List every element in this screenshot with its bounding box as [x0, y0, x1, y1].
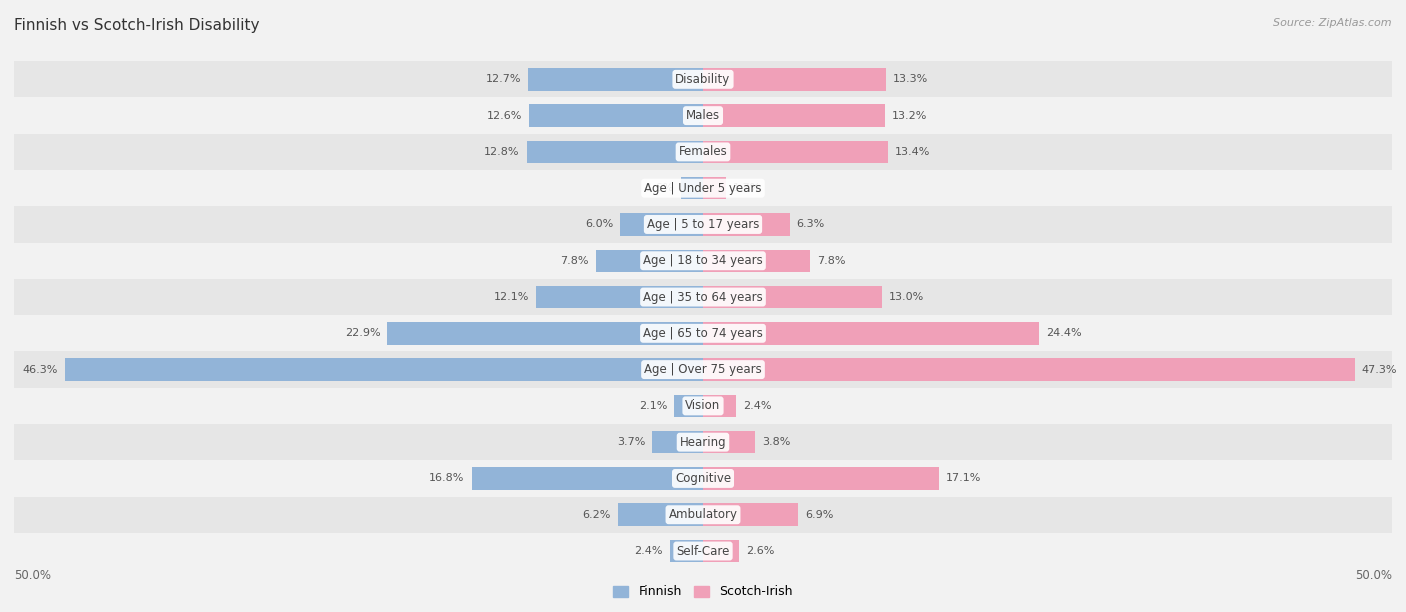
- Text: 17.1%: 17.1%: [945, 474, 981, 483]
- Bar: [596, 250, 703, 272]
- Text: 7.8%: 7.8%: [560, 256, 589, 266]
- Bar: [703, 359, 1355, 381]
- Text: Cognitive: Cognitive: [675, 472, 731, 485]
- Text: Age | 35 to 64 years: Age | 35 to 64 years: [643, 291, 763, 304]
- Text: 13.0%: 13.0%: [889, 292, 924, 302]
- Text: 3.8%: 3.8%: [762, 437, 790, 447]
- Text: 6.3%: 6.3%: [797, 220, 825, 230]
- Text: 7.8%: 7.8%: [817, 256, 846, 266]
- Bar: [703, 141, 887, 163]
- Bar: [471, 467, 703, 490]
- Text: 46.3%: 46.3%: [22, 365, 58, 375]
- Text: 6.2%: 6.2%: [582, 510, 610, 520]
- Bar: [529, 68, 703, 91]
- Bar: [681, 177, 703, 200]
- Bar: [14, 242, 1392, 279]
- Bar: [14, 533, 1392, 569]
- Bar: [14, 279, 1392, 315]
- Bar: [14, 134, 1392, 170]
- Bar: [14, 315, 1392, 351]
- Text: 3.7%: 3.7%: [617, 437, 645, 447]
- Bar: [536, 286, 703, 308]
- Bar: [669, 540, 703, 562]
- Legend: Finnish, Scotch-Irish: Finnish, Scotch-Irish: [613, 586, 793, 599]
- Bar: [703, 504, 799, 526]
- Bar: [620, 213, 703, 236]
- Text: Males: Males: [686, 109, 720, 122]
- Text: 50.0%: 50.0%: [14, 569, 51, 582]
- Bar: [703, 250, 810, 272]
- Text: Vision: Vision: [685, 400, 721, 412]
- Bar: [703, 213, 790, 236]
- Bar: [703, 431, 755, 453]
- Text: 13.2%: 13.2%: [891, 111, 927, 121]
- Text: 2.1%: 2.1%: [638, 401, 668, 411]
- Text: Self-Care: Self-Care: [676, 545, 730, 558]
- Text: 2.4%: 2.4%: [742, 401, 772, 411]
- Text: Age | 65 to 74 years: Age | 65 to 74 years: [643, 327, 763, 340]
- Text: 12.6%: 12.6%: [486, 111, 523, 121]
- Text: 12.1%: 12.1%: [494, 292, 530, 302]
- Text: 12.7%: 12.7%: [485, 74, 522, 84]
- Bar: [703, 467, 939, 490]
- Text: 24.4%: 24.4%: [1046, 328, 1081, 338]
- Text: Age | Under 5 years: Age | Under 5 years: [644, 182, 762, 195]
- Bar: [65, 359, 703, 381]
- Text: Age | 18 to 34 years: Age | 18 to 34 years: [643, 254, 763, 267]
- Text: Hearing: Hearing: [679, 436, 727, 449]
- Bar: [703, 286, 882, 308]
- Bar: [527, 141, 703, 163]
- Text: Age | 5 to 17 years: Age | 5 to 17 years: [647, 218, 759, 231]
- Bar: [14, 97, 1392, 134]
- Text: 13.3%: 13.3%: [893, 74, 928, 84]
- Text: 47.3%: 47.3%: [1361, 365, 1398, 375]
- Bar: [703, 177, 727, 200]
- Bar: [14, 496, 1392, 533]
- Text: 2.6%: 2.6%: [745, 546, 775, 556]
- Bar: [617, 504, 703, 526]
- Text: Disability: Disability: [675, 73, 731, 86]
- Bar: [703, 105, 884, 127]
- Bar: [703, 68, 886, 91]
- Bar: [703, 395, 737, 417]
- Bar: [14, 424, 1392, 460]
- Text: 1.7%: 1.7%: [734, 183, 762, 193]
- Text: Females: Females: [679, 146, 727, 159]
- Text: 22.9%: 22.9%: [344, 328, 381, 338]
- Bar: [14, 460, 1392, 496]
- Bar: [388, 322, 703, 345]
- Text: Ambulatory: Ambulatory: [668, 508, 738, 521]
- Bar: [14, 170, 1392, 206]
- Bar: [530, 105, 703, 127]
- Text: 6.9%: 6.9%: [806, 510, 834, 520]
- Bar: [703, 322, 1039, 345]
- Text: 16.8%: 16.8%: [429, 474, 464, 483]
- Text: 50.0%: 50.0%: [1355, 569, 1392, 582]
- Text: 6.0%: 6.0%: [585, 220, 613, 230]
- Text: Age | Over 75 years: Age | Over 75 years: [644, 363, 762, 376]
- Text: Source: ZipAtlas.com: Source: ZipAtlas.com: [1274, 18, 1392, 28]
- Bar: [14, 61, 1392, 97]
- Text: 2.4%: 2.4%: [634, 546, 664, 556]
- Bar: [14, 388, 1392, 424]
- Bar: [703, 540, 738, 562]
- Text: 13.4%: 13.4%: [894, 147, 929, 157]
- Text: Finnish vs Scotch-Irish Disability: Finnish vs Scotch-Irish Disability: [14, 18, 260, 34]
- Bar: [652, 431, 703, 453]
- Bar: [673, 395, 703, 417]
- Bar: [14, 206, 1392, 242]
- Bar: [14, 351, 1392, 388]
- Text: 1.6%: 1.6%: [645, 183, 673, 193]
- Text: 12.8%: 12.8%: [484, 147, 520, 157]
